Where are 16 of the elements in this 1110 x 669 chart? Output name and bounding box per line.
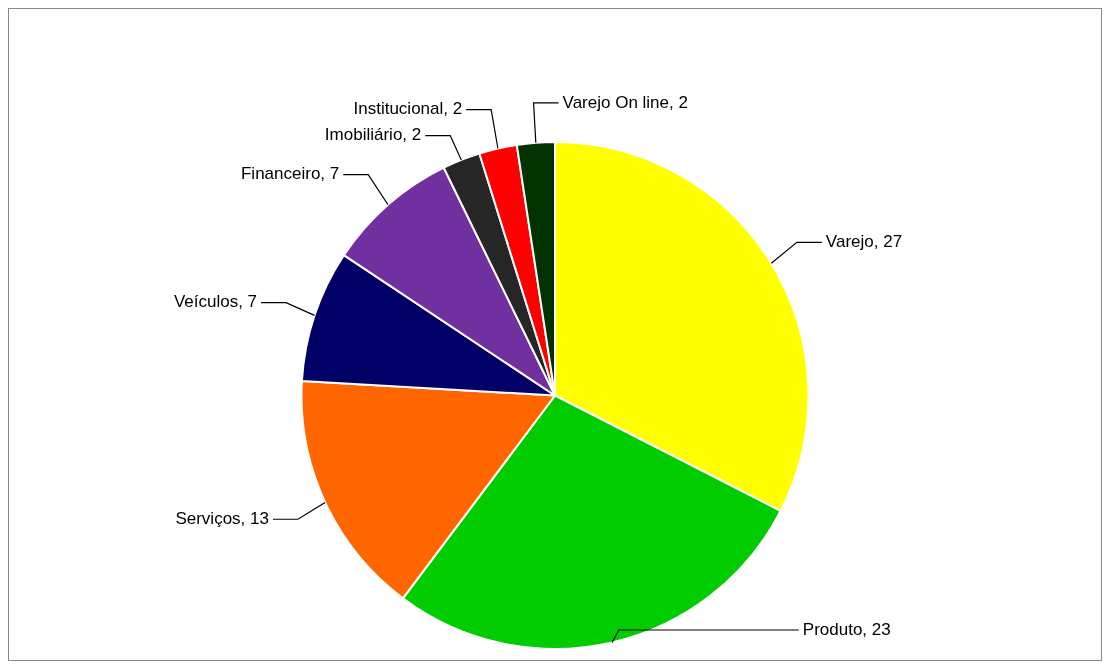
data-label: , 7 (320, 164, 340, 184)
slice-label: Veículos (173, 292, 239, 312)
data-label: , 2 (669, 92, 688, 112)
slice-label: Imobiliário (324, 125, 403, 145)
data-label: , 2 (402, 125, 422, 145)
data-label: , 2 (443, 99, 463, 119)
slice-label: Financeiro (240, 164, 321, 184)
data-label: , 27 (873, 232, 903, 252)
slice-label: Varejo (825, 232, 874, 252)
slice-label: Varejo On line (562, 92, 670, 112)
slice-label: Institucional (353, 99, 444, 119)
data-label: , 23 (862, 619, 891, 639)
slice-label: Produto (802, 619, 863, 639)
data-label: , 13 (240, 508, 269, 528)
data-label: , 7 (238, 292, 258, 312)
slice-label: Serviços (175, 508, 241, 528)
